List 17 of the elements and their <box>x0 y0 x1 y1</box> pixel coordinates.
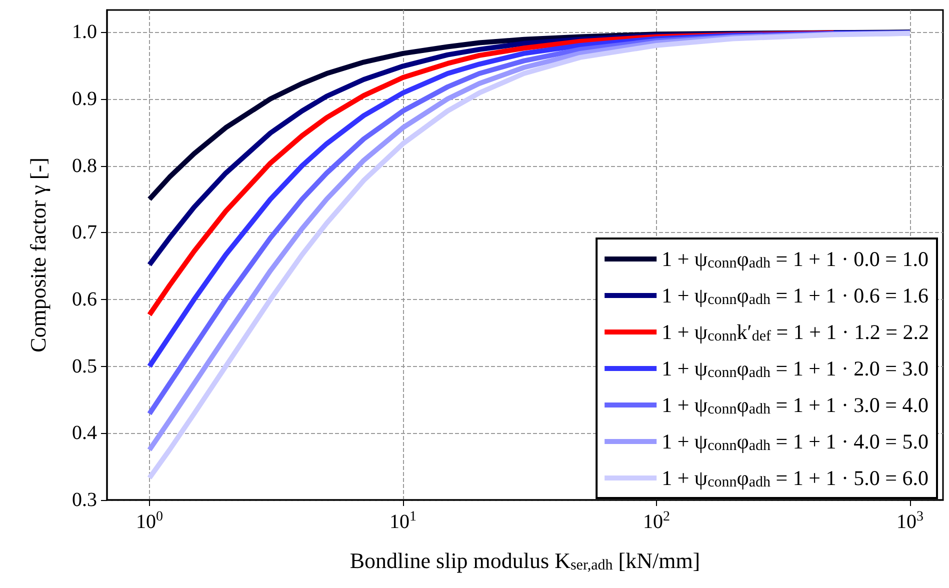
y-tick-label: 1.0 <box>72 21 97 44</box>
x-axis-title: Bondline slip modulus Kser,adh [kN/mm] <box>350 548 700 574</box>
y-axis-title: Composite factor γ [-] <box>26 158 50 352</box>
y-tick-label: 0.8 <box>72 154 97 177</box>
y-tick-label: 0.7 <box>72 222 97 244</box>
legend-label: 1 + ψconnφadh = 1 + 1 · 2.0 = 3.0 <box>662 356 929 381</box>
legend-label: 1 + ψconnφadh = 1 + 1 · 4.0 = 5.0 <box>662 430 929 454</box>
y-tick-label: 0.6 <box>72 288 97 310</box>
legend-label: 1 + ψconnφadh = 1 + 1 · 5.0 = 6.0 <box>662 466 929 490</box>
y-tick-label: 0.5 <box>72 355 97 378</box>
legend-label: 1 + ψconnφadh = 1 + 1 · 0.0 = 1.0 <box>662 247 929 272</box>
y-tick-label: 0.4 <box>72 422 97 444</box>
y-tick-label: 0.9 <box>72 88 97 110</box>
y-tick-label: 0.3 <box>72 489 97 511</box>
legend-label: 1 + ψconnk′def = 1 + 1 · 1.2 = 2.2 <box>662 320 930 344</box>
legend-label: 1 + ψconnφadh = 1 + 1 · 3.0 = 4.0 <box>662 393 929 418</box>
legend-label: 1 + ψconnφadh = 1 + 1 · 0.6 = 1.6 <box>662 284 929 308</box>
